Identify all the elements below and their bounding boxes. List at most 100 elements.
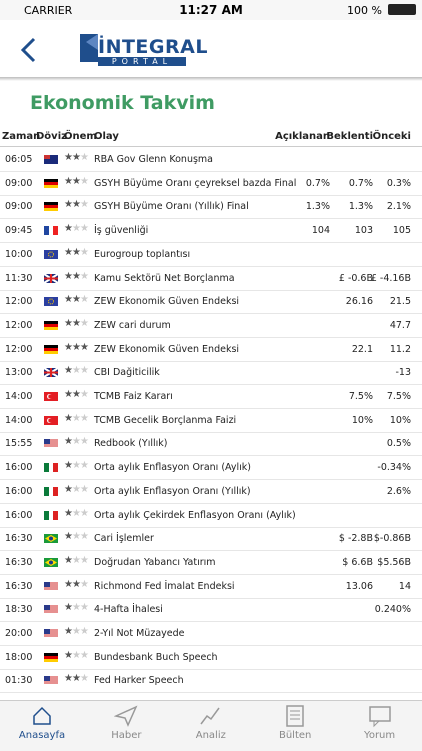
star: ★ (71, 246, 81, 258)
tab-icon[interactable] (283, 704, 307, 732)
importance: ★★★ (64, 673, 89, 685)
back-button[interactable] (18, 36, 38, 64)
star: ★ (64, 152, 73, 163)
star: ★ (64, 602, 73, 614)
tab[interactable]: Bülten (278, 730, 312, 741)
forecast: £ -0.6B (338, 272, 373, 284)
event-name: Fed Harker Speech (94, 675, 184, 687)
flag-icon (44, 581, 58, 591)
event-row: 09:45 ★★★ İş güvenliği 104 103 105 (0, 219, 422, 244)
time: 11:30 (5, 272, 33, 284)
time: 16:00 (5, 509, 33, 521)
star: ★ (79, 578, 89, 590)
header-line (0, 146, 422, 147)
event-row: 16:30 ★★★ Cari İşlemler $ -2.8B $-0.86B (0, 527, 422, 552)
clock: 11:27 AM (179, 3, 243, 17)
time: 14:00 (5, 391, 33, 402)
column-header: Döviz (36, 131, 67, 142)
star: ★ (79, 507, 89, 519)
event-row: 14:00 ★★★ TCMB Faiz Kararı 7.5% 7.5% (0, 385, 422, 409)
event-row: 15:55 ★★★ Redbook (Yıllık) 0.5% (0, 432, 422, 457)
star: ★ (71, 412, 81, 424)
flag (44, 463, 58, 475)
tab-icon[interactable] (368, 704, 392, 732)
logo-sub: PORTAL (98, 57, 186, 66)
tab[interactable]: Yorum (364, 730, 396, 741)
event-name: Orta aylık Enflasyon Oranı (Aylık) (94, 462, 252, 474)
tab-bar (0, 700, 422, 751)
flag-icon (44, 629, 58, 638)
star: ★ (79, 412, 89, 424)
star: ★ (71, 175, 81, 187)
importance: ★★★ (64, 507, 89, 519)
event-name: İş güvenliği (94, 225, 149, 237)
time: 14:00 (5, 414, 33, 426)
star: ★ (64, 412, 73, 424)
star: ★ (71, 460, 81, 472)
star: ★ (64, 531, 73, 543)
event-row: 16:00 ★★★ Orta aylık Enflasyon Oranı (Yıll… (0, 480, 422, 504)
event-row: 06:05 ★★★ RBA Gov Glenn Konuşma (0, 148, 422, 172)
star: ★ (79, 554, 89, 566)
flag-icon (44, 226, 58, 236)
event-name: Redbook (Yıllık) (94, 438, 168, 450)
star: ★ (79, 626, 89, 637)
battery-icon (388, 4, 416, 15)
icon (368, 706, 391, 728)
importance: ★★★ (64, 199, 89, 210)
importance: ★★★ (64, 436, 89, 447)
event-row: 14:00 ★★★ TCMB Gecelik Borçlanma Faizi 10% 1… (0, 409, 422, 433)
previous: 21.5 (389, 296, 411, 308)
importance: ★★★ (64, 270, 89, 282)
star: ★ (64, 626, 73, 637)
importance: ★★★ (64, 602, 89, 614)
flag (44, 202, 58, 214)
event-name: Doğrudan Yabancı Yatırım (94, 556, 216, 568)
carrier: CARRIER (24, 4, 73, 17)
previous: 47.7 (389, 319, 411, 331)
star: ★ (71, 649, 81, 661)
previous: 105 (392, 225, 411, 237)
flag (44, 178, 58, 191)
flag (43, 367, 59, 380)
tab[interactable]: Haber (111, 730, 142, 741)
star: ★ (71, 341, 81, 353)
event-row: 10:00 ★★★ Eurogroup toplantısı (0, 243, 422, 267)
star: ★ (71, 507, 81, 519)
star: ★ (79, 341, 89, 353)
tab-icon[interactable] (114, 704, 138, 732)
event-row: 09:00 ★★★ GSYH Büyüme Oranı (Yıllık) Final… (0, 195, 422, 220)
previous: 7.5% (386, 391, 411, 402)
forecast: 0.7% (348, 177, 373, 189)
event-row: 16:00 ★★★ Orta aylık Çekirdek Enflasyon Or… (0, 504, 422, 528)
star: ★ (71, 270, 81, 282)
time: 16:30 (5, 580, 33, 592)
previous: 11.2 (389, 343, 411, 355)
star: ★ (64, 578, 73, 590)
importance: ★★★ (64, 412, 89, 424)
flag (44, 344, 58, 357)
flag-icon (44, 344, 58, 354)
tab-icon[interactable] (30, 704, 54, 732)
star: ★ (71, 602, 81, 614)
tab[interactable]: Anasayfa (18, 730, 66, 741)
status-bar (0, 0, 422, 20)
flag (44, 510, 58, 523)
icon (286, 705, 304, 727)
flag-icon (44, 486, 58, 496)
star: ★ (79, 175, 89, 187)
star: ★ (71, 673, 81, 685)
flag-icon (43, 367, 59, 379)
icon (114, 705, 138, 727)
previous: 10% (389, 414, 411, 426)
importance: ★★★ (64, 626, 89, 637)
header-shadow (0, 77, 422, 81)
column-header: Önceki (372, 131, 411, 142)
importance: ★★★ (64, 460, 89, 472)
tab-icon[interactable] (199, 704, 223, 732)
flag (44, 249, 58, 262)
forecast: 26.16 (345, 296, 373, 308)
flag-icon (44, 557, 58, 567)
tab[interactable]: Analiz (195, 730, 226, 741)
event-row: 16:30 ★★★ Richmond Fed İmalat Endeksi 13.06… (0, 575, 422, 599)
